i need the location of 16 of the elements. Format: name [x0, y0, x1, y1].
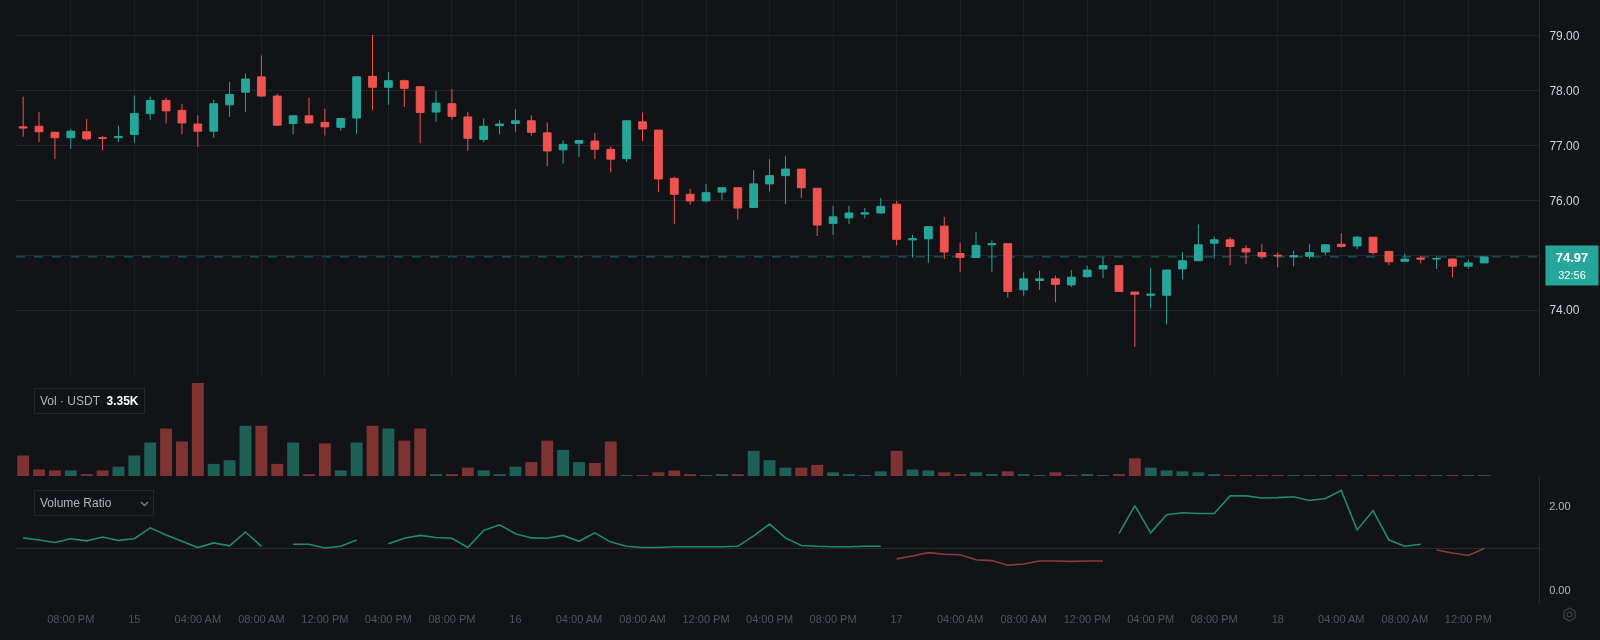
annotation: Vol · USDT [40, 394, 101, 408]
bar [33, 469, 45, 476]
x-tick-label: 08:00 PM [47, 613, 95, 625]
candlestick [114, 125, 123, 143]
annotation: Volume Ratio [40, 496, 112, 510]
bar [48, 470, 61, 476]
candlestick [66, 128, 76, 150]
candlestick [98, 135, 107, 151]
candlestick [82, 118, 92, 142]
bar [96, 470, 109, 476]
bar [64, 470, 77, 476]
bar [112, 466, 125, 476]
candlestick [18, 96, 28, 138]
bar [17, 455, 30, 476]
candlestick [34, 111, 44, 143]
candlestick [50, 131, 60, 160]
